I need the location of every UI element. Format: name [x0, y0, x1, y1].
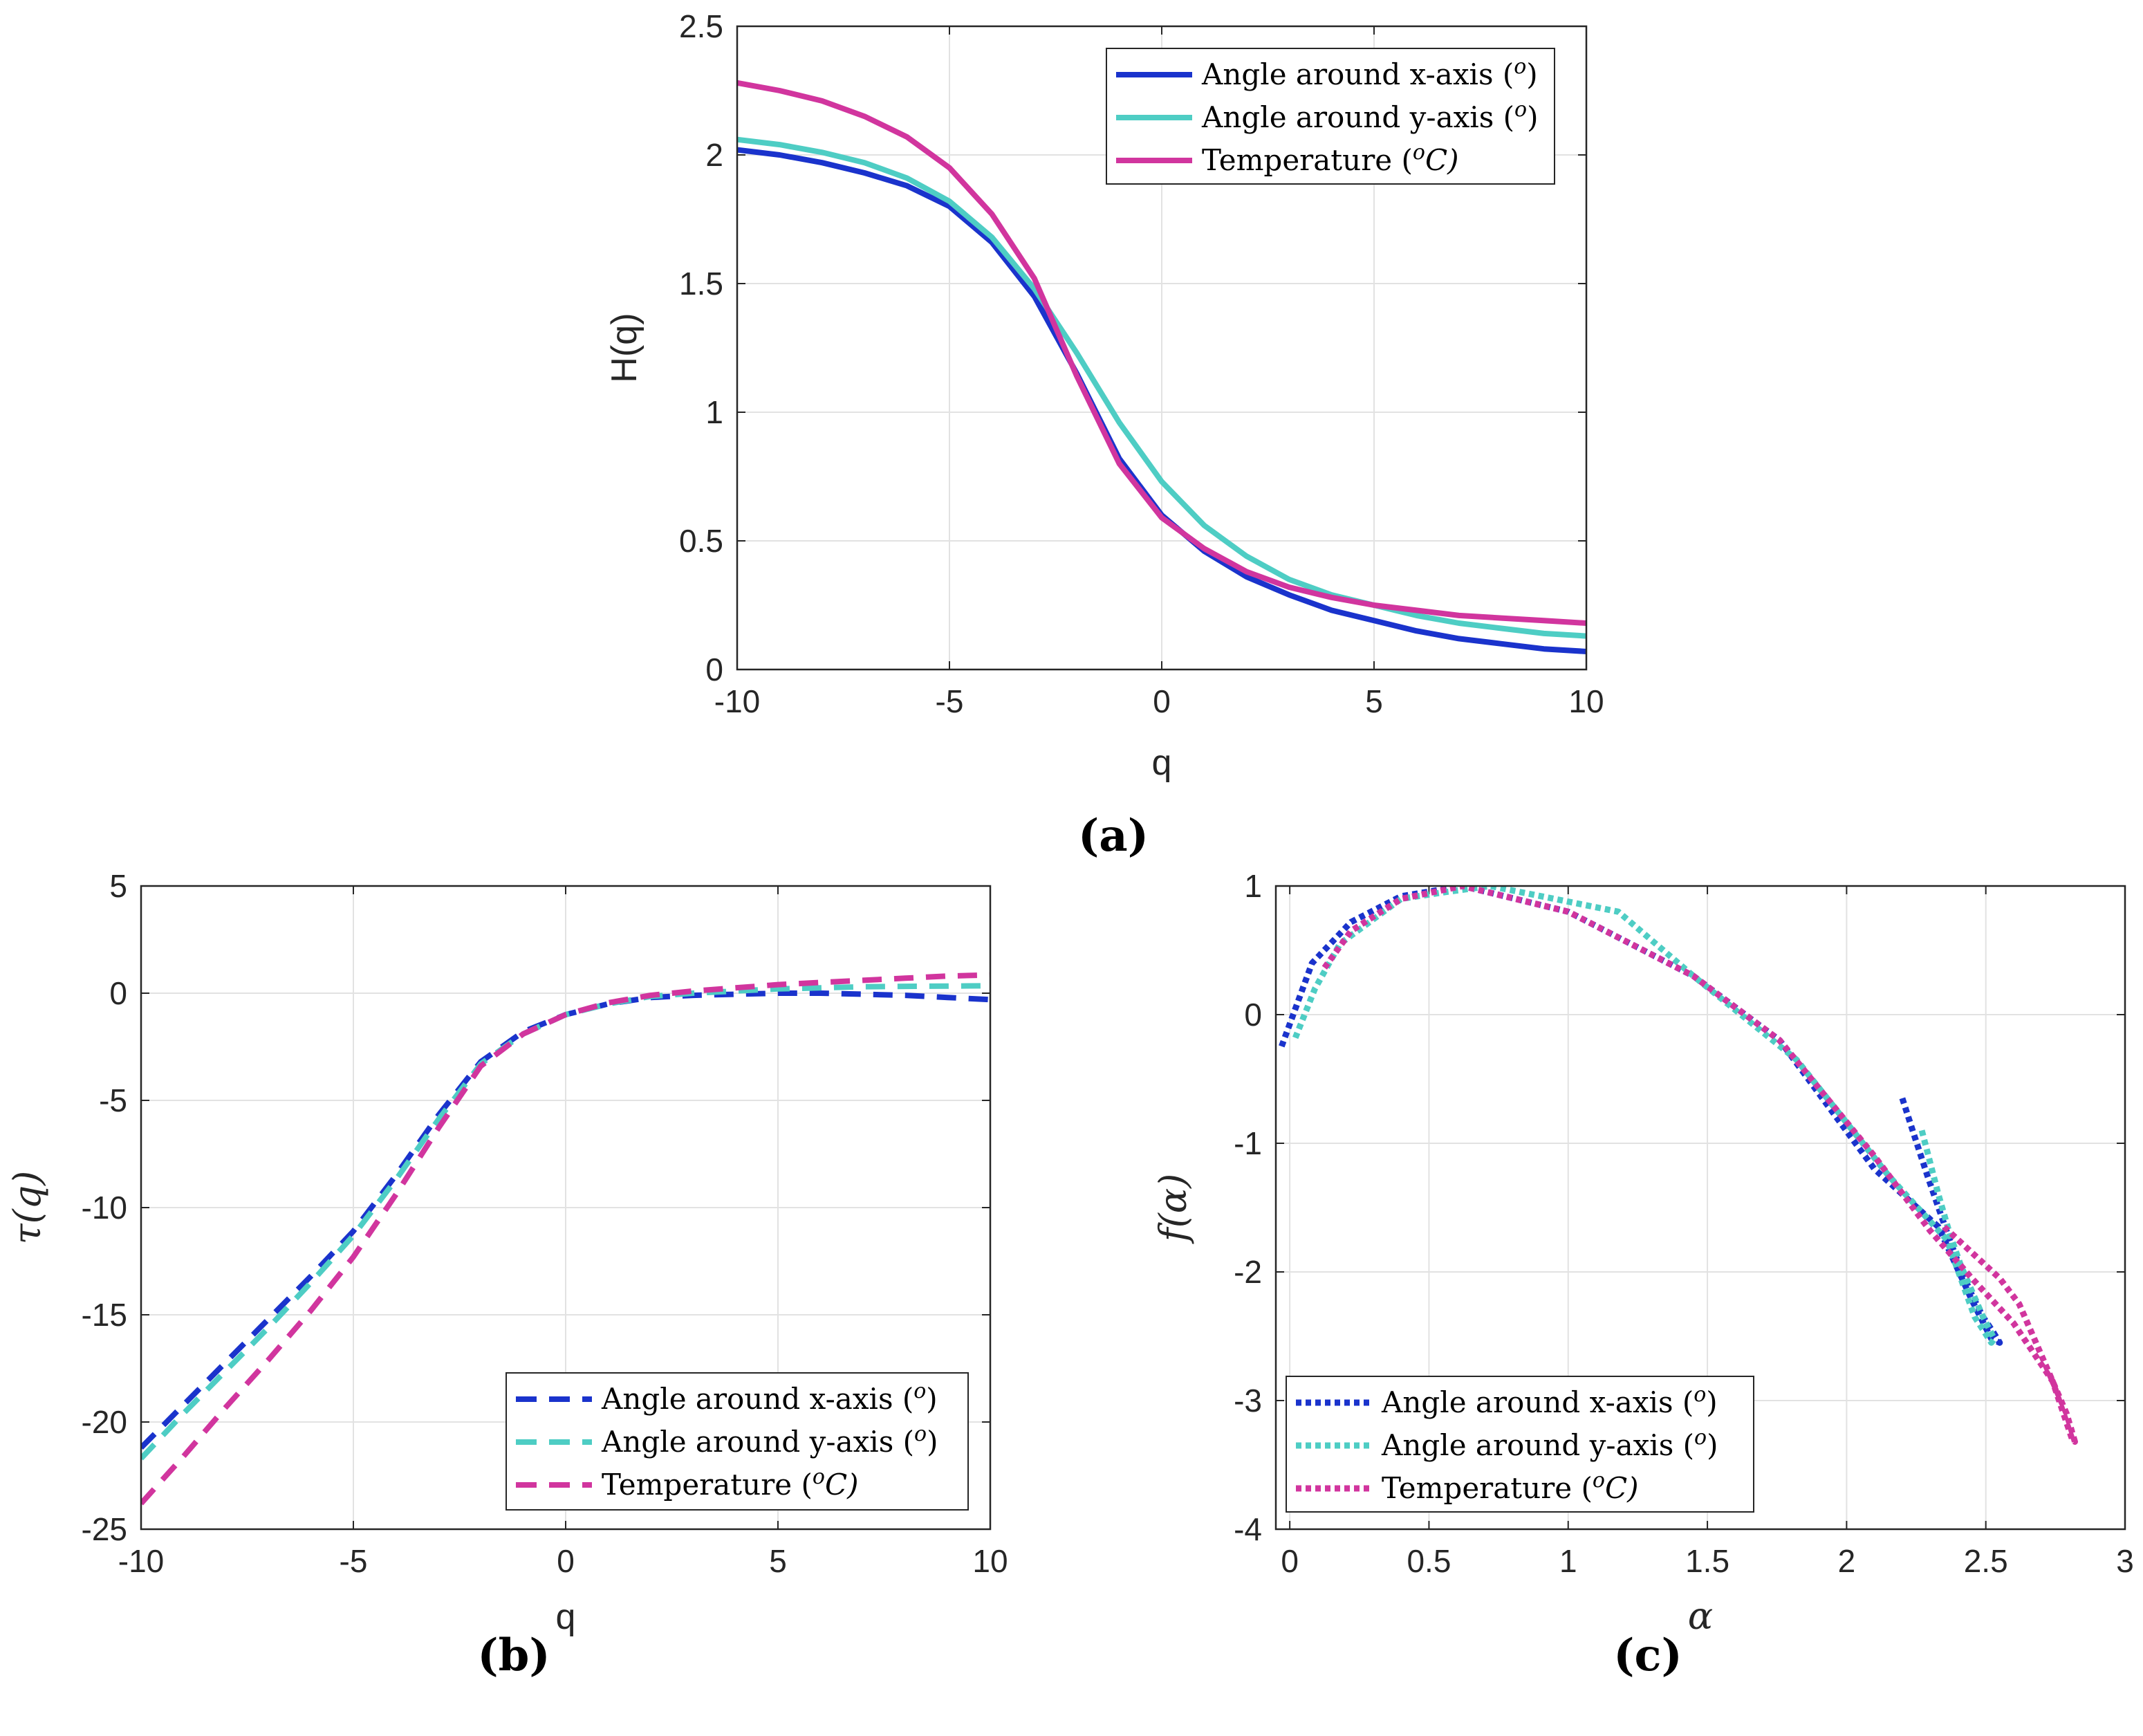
- legend-label-superscript: o: [1694, 1383, 1706, 1407]
- chart-panel-a: -10 -5 0 5 10 0 0.5 1 1.5 2 2.5 q H(q) Angle around x…: [604, 8, 1604, 783]
- series-line-x-axis: [1278, 886, 2003, 1346]
- y-tick-label: -10: [82, 1190, 127, 1226]
- legend-label: Angle around y-axis (o): [1381, 1425, 1718, 1462]
- y-tick-label: 1.5: [679, 266, 723, 302]
- x-axis-label: q: [556, 1597, 576, 1637]
- y-tick-label: -3: [1234, 1383, 1262, 1419]
- legend-label-tail: ): [926, 1382, 937, 1416]
- x-tick-label: 10: [972, 1543, 1008, 1579]
- x-tick-label: 3: [2116, 1543, 2134, 1579]
- legend-label-tail: ): [927, 1425, 938, 1459]
- legend-label-superscript: o: [1514, 98, 1527, 122]
- y-tick-label: 0: [109, 975, 127, 1011]
- y-tick-label: -15: [82, 1297, 127, 1333]
- x-tick-label: 0: [1153, 683, 1171, 719]
- legend-label-superscript: o: [1514, 55, 1526, 79]
- y-tick-label: 5: [109, 868, 127, 904]
- axes-frame: [736, 25, 1588, 671]
- series-line-temperature: [141, 972, 990, 1506]
- legend-label-text: Angle around x-axis (: [1381, 1385, 1694, 1419]
- legend-label-tail: C): [1425, 143, 1459, 177]
- series-line-temperature: [1320, 886, 2078, 1445]
- legend-label: Angle around y-axis (o): [601, 1422, 938, 1459]
- x-tick-label: 0: [1281, 1543, 1299, 1579]
- series-line-temperature: [737, 80, 1586, 626]
- legend-label-superscript: o: [813, 1465, 825, 1489]
- y-tick-label: -20: [82, 1404, 127, 1440]
- legend-label-superscript: o: [913, 1379, 926, 1403]
- y-tick-label: -4: [1234, 1511, 1262, 1547]
- legend-label-tail: C): [1605, 1471, 1639, 1505]
- legend-label: Temperature (oC): [1202, 140, 1458, 177]
- legend-label-text: Angle around y-axis (: [1201, 100, 1514, 134]
- axes-frame: [140, 885, 992, 1531]
- legend-label-text: Temperature (: [1382, 1471, 1593, 1505]
- legend: Angle around x-axis (o)Angle around y-ax…: [1106, 48, 1555, 185]
- x-tick-label: 5: [1365, 683, 1383, 719]
- x-tick-label: 5: [769, 1543, 787, 1579]
- legend-label: Angle around x-axis (o): [1201, 55, 1538, 91]
- x-tick-label: 0.5: [1407, 1543, 1451, 1579]
- legend-label: Angle around x-axis (o): [1381, 1383, 1718, 1419]
- caption-a: (a): [1078, 810, 1149, 862]
- y-tick-label: 1: [1244, 868, 1262, 904]
- x-tick-label: 2.5: [1964, 1543, 2008, 1579]
- caption-c: (c): [1613, 1629, 1682, 1681]
- legend: Angle around x-axis (o)Angle around y-ax…: [505, 1372, 969, 1511]
- legend-label-tail: ): [1706, 1385, 1717, 1419]
- y-tick-label: 0: [705, 652, 723, 687]
- series-line-y-axis: [737, 136, 1586, 639]
- legend-label-superscript: o: [1694, 1425, 1707, 1450]
- series-group: [737, 80, 1586, 654]
- legend-label-superscript: o: [1593, 1468, 1605, 1493]
- legend-label-tail: ): [1527, 100, 1538, 134]
- legend-label-text: Temperature (: [1202, 143, 1413, 177]
- caption-b: (b): [477, 1629, 550, 1681]
- x-tick-label: -5: [936, 683, 964, 719]
- x-axis-label: α: [1688, 1594, 1713, 1638]
- legend-label: Angle around x-axis (o): [601, 1379, 938, 1416]
- legend-label-text: Angle around y-axis (: [601, 1425, 914, 1459]
- legend: Angle around x-axis (o)Angle around y-ax…: [1286, 1376, 1754, 1513]
- x-tick-label: 2: [1838, 1543, 1856, 1579]
- x-tick-label: 1.5: [1685, 1543, 1729, 1579]
- x-tick-label: -5: [340, 1543, 368, 1579]
- legend-label-tail: ): [1526, 57, 1537, 91]
- x-tick-label: -10: [118, 1543, 164, 1579]
- legend-label-text: Temperature (: [602, 1468, 813, 1502]
- x-axis-label: q: [1152, 743, 1172, 783]
- chart-panel-c: 0 0.5 1 1.5 2 2.5 3 -4 -3 -2 -1 0 1 α f(α) Angle around…: [1151, 868, 2134, 1638]
- legend-label-tail: ): [1707, 1428, 1718, 1462]
- y-axis-label: H(q): [604, 313, 644, 382]
- y-tick-label: -1: [1234, 1125, 1262, 1161]
- legend-label: Temperature (oC): [602, 1465, 858, 1502]
- y-axis-label: τ(q): [6, 1171, 49, 1245]
- y-tick-label: 0.5: [679, 523, 723, 559]
- legend-label-text: Angle around x-axis (: [1201, 57, 1514, 91]
- legend-label-tail: C): [825, 1468, 859, 1502]
- x-tick-label: 0: [557, 1543, 575, 1579]
- y-tick-label: 2: [705, 137, 723, 173]
- y-tick-label: 1: [705, 394, 723, 430]
- legend-label: Angle around y-axis (o): [1201, 98, 1538, 134]
- y-tick-label: -25: [82, 1511, 127, 1547]
- legend-label-superscript: o: [1413, 140, 1425, 165]
- y-tick-label: 0: [1244, 997, 1262, 1033]
- legend-label-text: Angle around y-axis (: [1381, 1428, 1694, 1462]
- x-tick-label: 1: [1559, 1543, 1577, 1579]
- legend-label-superscript: o: [914, 1422, 927, 1446]
- series-group: [141, 972, 990, 1506]
- legend-label-text: Angle around x-axis (: [601, 1382, 913, 1416]
- series-group: [1278, 886, 2078, 1445]
- chart-panel-b: -10 -5 0 5 10 -25 -20 -15 -10 -5 0 5 q τ(q) Angle arou…: [6, 868, 1008, 1637]
- legend-label: Temperature (oC): [1382, 1468, 1638, 1505]
- y-tick-label: -2: [1234, 1254, 1262, 1290]
- y-tick-label: 2.5: [679, 8, 723, 44]
- y-axis-label: f(α): [1151, 1174, 1195, 1245]
- x-tick-label: -10: [714, 683, 760, 719]
- x-tick-label: 10: [1568, 683, 1604, 719]
- y-tick-label: -5: [99, 1082, 127, 1118]
- axes-frame: [1274, 885, 2126, 1531]
